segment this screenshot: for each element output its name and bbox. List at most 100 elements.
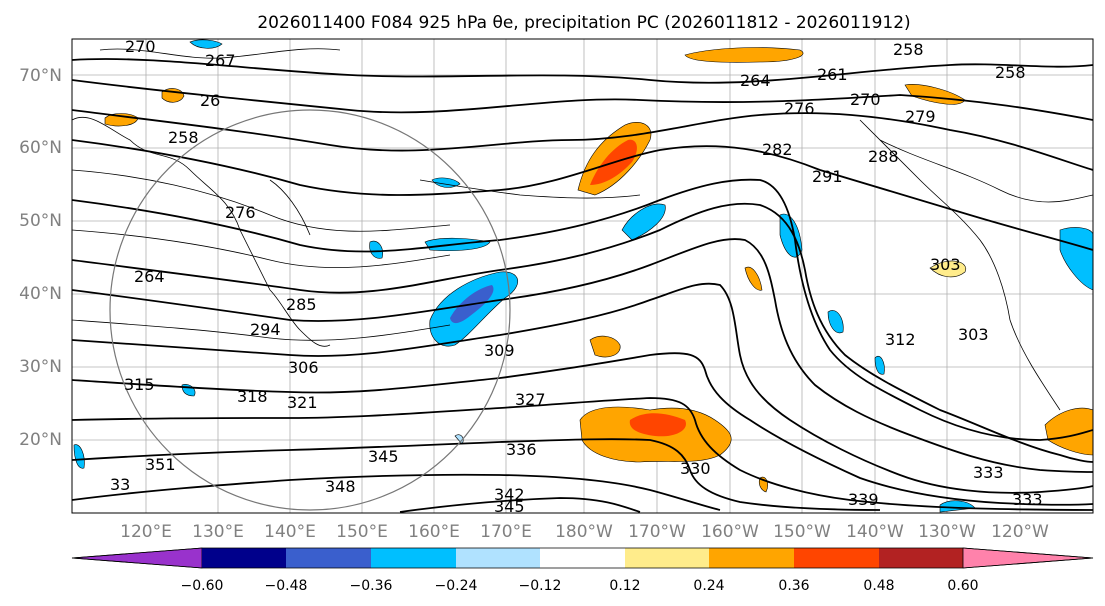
colorbar-tick-label: 0.48 [863,578,894,594]
lon-label: 160°E [408,522,460,542]
theta-e-contour [72,282,1093,494]
theta-e-contour [72,109,1093,171]
precip-negative-region [369,240,383,259]
theta-e-contour-thin [99,48,341,59]
theta-e-contour-thin [72,169,451,232]
theta-e-contour [72,473,721,511]
colorbar-tick-label: −0.60 [181,578,224,594]
contour-label: 270 [125,37,156,56]
theta-e-contour [72,178,1093,441]
precip-negative-region [827,310,844,334]
colorbar-swatch [879,548,963,568]
contour-label: 318 [237,387,268,406]
lat-label: 60°N [19,138,62,158]
contour-label: 348 [325,477,356,496]
colorbar-swatch [456,548,540,568]
colorbar-tick-label: 0.36 [778,578,809,594]
contour-label: 26 [200,91,220,110]
lon-label: 180°W [555,522,613,542]
contour-label: 306 [288,358,319,377]
colorbar-swatches [71,547,1094,569]
lat-label: 50°N [19,211,62,231]
colorbar-extend-min [71,547,203,569]
contour-label: 303 [958,325,989,344]
contour-label: 270 [850,90,881,109]
theta-e-contour [72,352,1093,506]
contour-label: 327 [515,390,546,409]
contour-label: 258 [995,63,1026,82]
contour-label: 264 [134,267,165,286]
precip-shading [73,39,1093,513]
contour-label: 285 [286,295,317,314]
contour-label: 276 [784,99,815,118]
theta-e-contour [399,497,641,513]
map-background [72,39,1093,513]
lon-label: 150°W [773,522,831,542]
theta-e-contour [72,438,881,511]
colorbar-extend-max [962,547,1094,569]
precip-negative-region [189,39,223,49]
contour-label: 258 [893,40,924,59]
contour-label: 351 [145,455,176,474]
colorbar-tick-label: −0.24 [435,578,478,594]
contour-label: 264 [740,71,771,90]
theta-e-contour [72,202,1093,463]
aleutian-island-arc [419,179,641,199]
lat-label: 40°N [19,284,62,304]
contour-label: 345 [368,447,399,466]
lon-label: 130°E [192,522,244,542]
precip-positive-region [684,47,804,63]
colorbar-tick-label: 0.60 [947,578,978,594]
precip-positive-core [629,413,686,437]
theta-e-contours-thin [72,48,1093,341]
colorbar-swatch [625,548,709,568]
colorbar-ticks: −0.60 −0.48 −0.36 −0.24 −0.12 0.12 0.24 … [181,578,979,594]
precip-positive-region [744,266,763,291]
contour-label: 345 [494,497,525,516]
theta-e-contour-thin [879,139,1093,203]
contour-label: 303 [930,255,961,274]
theta-e-contour [72,79,1093,121]
map-frame [71,38,1094,514]
contour-label: 291 [812,167,843,186]
colorbar-swatch [540,548,625,568]
lon-label: 170°E [480,522,532,542]
lon-label: 170°W [628,522,686,542]
contour-label: 336 [506,440,537,459]
lon-label: 140°W [846,522,904,542]
colorbar-swatch [286,548,371,568]
contour-label: 261 [817,65,848,84]
theta-e-contour [72,139,1093,251]
lon-label: 150°E [336,522,388,542]
precip-negative-region [73,444,85,469]
theta-e-contours [72,58,1093,513]
coastline-asia [72,116,331,347]
lat-label: 30°N [19,357,62,377]
coastlines [72,116,1061,411]
theta-e-contour [72,397,1093,511]
contour-label: 321 [287,393,318,412]
contour-label: 342 [494,485,525,504]
colorbar-swatch [202,548,286,568]
map-panel: 270 267 258 264 261 276 270 279 258 26 2… [19,37,1094,542]
lat-label: 20°N [19,430,62,450]
contour-label: 288 [868,147,899,166]
lon-label: 140°E [264,522,316,542]
lon-label: 130°W [918,522,976,542]
precip-negative-region [621,203,666,241]
lon-label: 120°W [991,522,1049,542]
theta-e-contour-thin [72,319,451,341]
theta-e-contour [72,58,1093,84]
contour-labels: 270 267 258 264 261 276 270 279 258 26 2… [110,37,1043,516]
precip-positive-region [589,335,621,358]
colorbar-tick-label: −0.12 [519,578,562,594]
contour-label: 282 [762,140,793,159]
colorbar-frame [71,547,1094,569]
precip-positive-region [1044,407,1093,456]
contour-label: 330 [680,459,711,478]
contour-label: 333 [973,463,1004,482]
colorbar-swatch [709,548,794,568]
colorbar-swatch [794,548,879,568]
contour-label: 312 [885,330,916,349]
coastline-north-america [859,119,1061,411]
